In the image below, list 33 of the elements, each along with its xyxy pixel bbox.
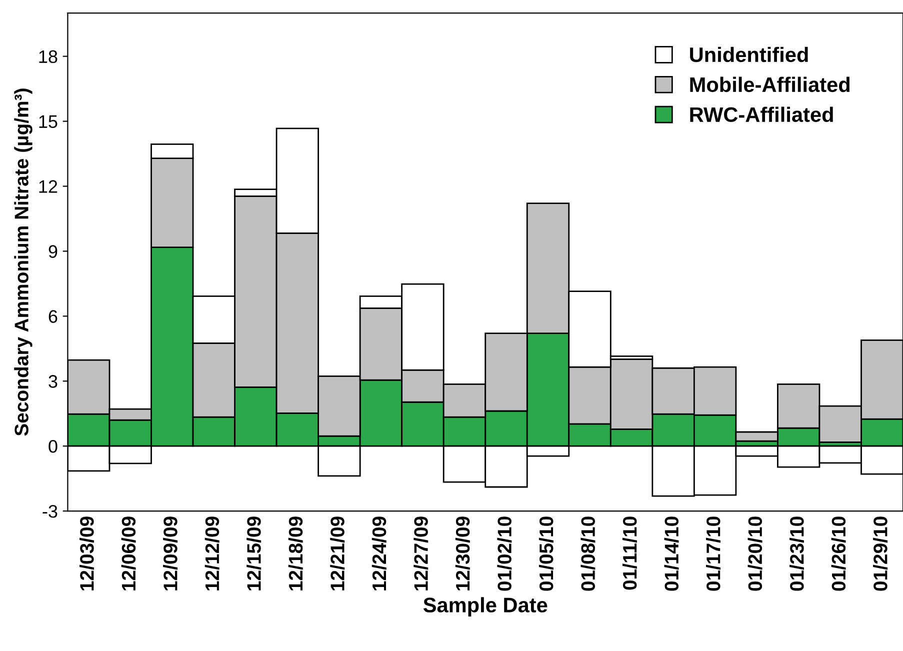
x-tick-label: 01/14/10 <box>664 516 679 591</box>
x-tick-label: 12/27/09 <box>414 516 428 590</box>
y-axis-title: Secondary Ammonium Nitrate (µg/m³) <box>14 88 32 436</box>
y-tick-label: 3 <box>48 375 58 388</box>
legend-label: Unidentified <box>690 46 808 62</box>
y-tick-label: 9 <box>48 245 58 258</box>
x-axis-title: Sample Date <box>423 597 548 617</box>
y-tick-label: -3 <box>42 504 58 518</box>
y-tick-label: 0 <box>48 440 58 453</box>
x-tick-label: 01/29/10 <box>873 516 888 591</box>
x-tick-label: 12/09/09 <box>163 516 178 590</box>
y-tick-label: 12 <box>39 180 58 193</box>
x-tick-label: 01/23/10 <box>790 516 804 591</box>
y-tick-label: 6 <box>48 310 58 323</box>
x-tick-label: 01/08/10 <box>580 516 596 591</box>
x-tick-label: 12/18/09 <box>288 516 303 590</box>
x-tick-label: 01/26/10 <box>831 516 846 591</box>
x-tick-label: 01/05/10 <box>538 516 554 591</box>
x-tick-label: 01/11/10 <box>622 516 637 590</box>
x-tick-label: 12/06/09 <box>121 516 136 590</box>
x-tick-label: 12/03/09 <box>80 516 94 590</box>
x-tick-label: 12/12/09 <box>204 516 220 590</box>
x-tick-label: 01/17/10 <box>706 516 720 591</box>
y-tick-label: 15 <box>39 115 58 128</box>
x-tick-label: 12/24/09 <box>372 516 386 590</box>
x-tick-label: 12/30/09 <box>455 516 470 590</box>
x-tick-label: 01/02/10 <box>497 516 512 591</box>
x-tick-label: 01/20/10 <box>748 516 762 591</box>
y-tick-label: 18 <box>39 50 58 64</box>
legend-label: RWC-Affiliated <box>690 106 833 122</box>
legend-label: Mobile-Affiliated <box>690 76 850 92</box>
x-tick-label: 12/15/09 <box>246 516 262 590</box>
x-tick-label: 12/21/09 <box>330 516 345 590</box>
